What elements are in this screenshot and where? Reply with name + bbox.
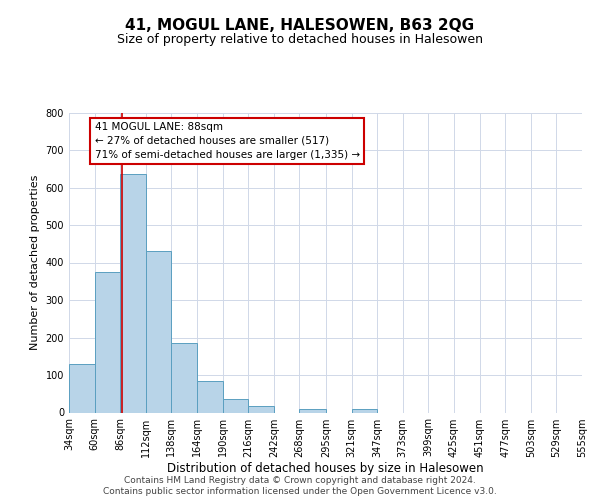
Text: 41, MOGUL LANE, HALESOWEN, B63 2QG: 41, MOGUL LANE, HALESOWEN, B63 2QG [125, 18, 475, 32]
Bar [223, 400, 248, 412]
Bar [299, 409, 326, 412]
Bar [352, 409, 377, 412]
Text: Size of property relative to detached houses in Halesowen: Size of property relative to detached ho… [117, 32, 483, 46]
Bar [248, 406, 274, 412]
Text: Contains public sector information licensed under the Open Government Licence v3: Contains public sector information licen… [103, 488, 497, 496]
Bar [146, 250, 172, 412]
Bar [120, 174, 146, 412]
Bar [197, 380, 223, 412]
Bar [95, 272, 120, 412]
Y-axis label: Number of detached properties: Number of detached properties [30, 175, 40, 350]
Bar [69, 364, 95, 412]
Text: 41 MOGUL LANE: 88sqm
← 27% of detached houses are smaller (517)
71% of semi-deta: 41 MOGUL LANE: 88sqm ← 27% of detached h… [95, 122, 360, 160]
Text: Contains HM Land Registry data © Crown copyright and database right 2024.: Contains HM Land Registry data © Crown c… [124, 476, 476, 485]
Bar [172, 343, 197, 412]
X-axis label: Distribution of detached houses by size in Halesowen: Distribution of detached houses by size … [167, 462, 484, 475]
